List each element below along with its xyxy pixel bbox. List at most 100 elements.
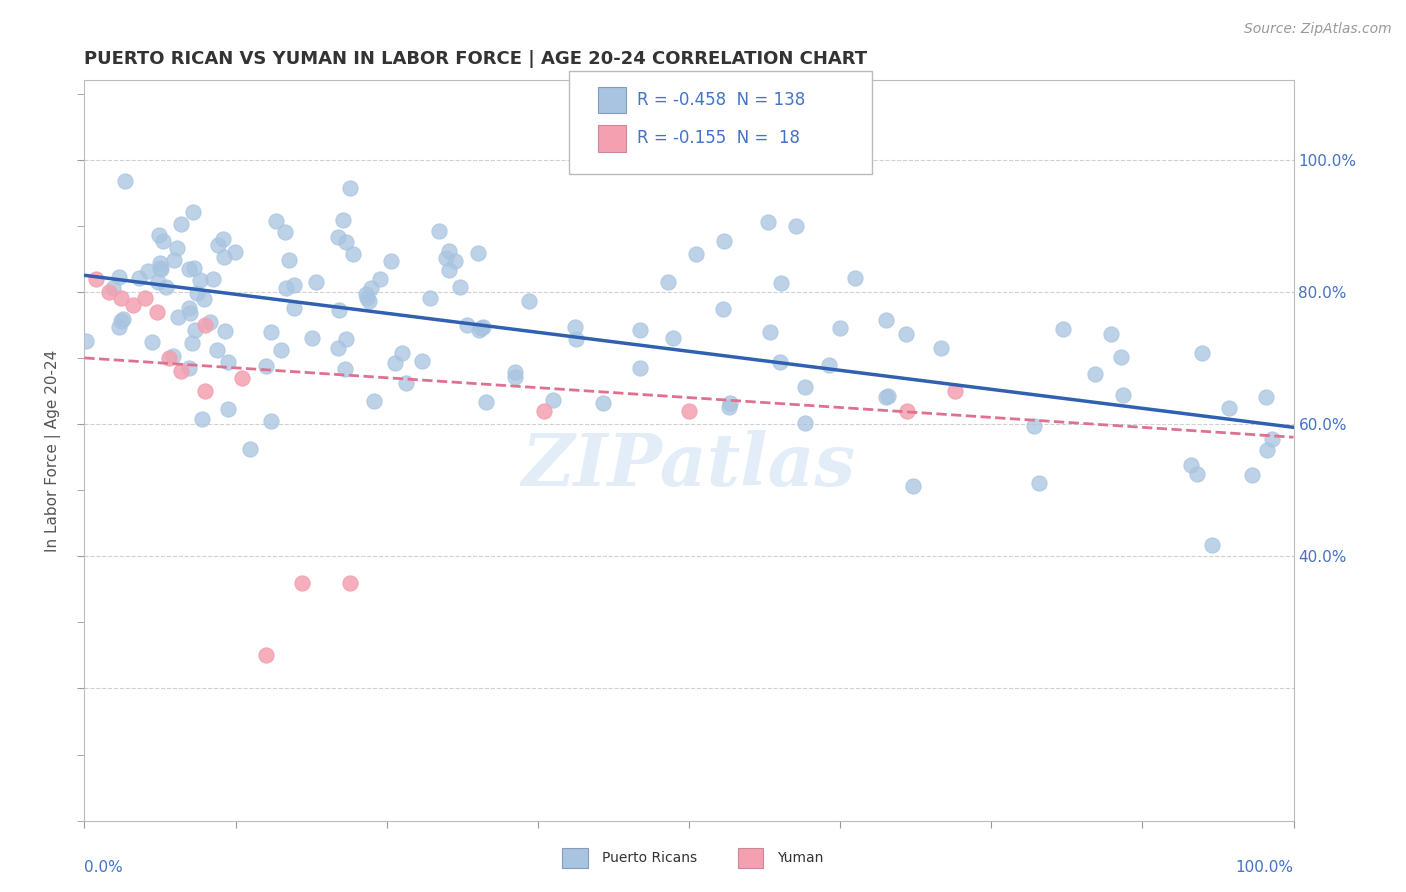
Point xyxy=(301,330,323,344)
Point xyxy=(475,395,498,409)
Point xyxy=(141,334,163,349)
Y-axis label: In Labor Force | Age 20-24: In Labor Force | Age 20-24 xyxy=(45,350,62,551)
Point xyxy=(443,254,465,268)
Point xyxy=(146,275,169,289)
Point xyxy=(264,214,287,228)
Point xyxy=(468,322,491,336)
Point xyxy=(718,401,741,415)
Point xyxy=(239,442,262,456)
Point xyxy=(628,323,651,337)
Point xyxy=(896,326,918,341)
Point xyxy=(134,292,156,306)
Point xyxy=(1099,327,1122,342)
Point xyxy=(533,404,555,418)
Point xyxy=(283,278,305,293)
Point xyxy=(711,301,734,316)
Point xyxy=(274,225,297,239)
Point xyxy=(391,346,413,360)
Point xyxy=(758,325,780,339)
Text: R = -0.458  N = 138: R = -0.458 N = 138 xyxy=(637,91,806,109)
Point xyxy=(335,333,357,347)
Point xyxy=(110,292,132,306)
Point xyxy=(155,280,177,294)
Point xyxy=(395,376,418,390)
Point xyxy=(756,215,779,229)
Point xyxy=(335,235,357,249)
Point xyxy=(354,287,377,301)
Point xyxy=(427,224,450,238)
Point xyxy=(270,343,292,357)
Point xyxy=(152,234,174,248)
Point xyxy=(205,343,228,357)
Point xyxy=(191,412,214,426)
Point xyxy=(1024,419,1046,434)
Point xyxy=(193,292,215,306)
Point xyxy=(149,260,172,275)
Point xyxy=(467,246,489,260)
Point xyxy=(844,271,866,285)
Point xyxy=(166,310,188,324)
Point xyxy=(291,575,314,590)
Point xyxy=(214,324,236,338)
Point xyxy=(1218,401,1240,416)
Point xyxy=(875,313,897,327)
Text: 100.0%: 100.0% xyxy=(1236,860,1294,874)
Point xyxy=(657,275,679,289)
Text: Yuman: Yuman xyxy=(778,851,824,865)
Point xyxy=(1109,350,1132,364)
Text: 0.0%: 0.0% xyxy=(84,860,124,874)
Point xyxy=(380,254,402,268)
Point xyxy=(1201,538,1223,552)
Point xyxy=(110,314,132,328)
Point xyxy=(108,270,131,285)
Point xyxy=(86,271,108,285)
Point xyxy=(183,260,205,275)
Point xyxy=(254,648,277,663)
Point xyxy=(179,261,201,276)
Point xyxy=(1256,442,1278,457)
Point xyxy=(785,219,807,233)
Point xyxy=(181,205,204,219)
Point xyxy=(769,277,792,291)
Point xyxy=(434,251,457,265)
Point xyxy=(157,351,180,365)
Point xyxy=(163,253,186,268)
Point xyxy=(456,318,478,332)
Point xyxy=(328,303,350,318)
Point xyxy=(1187,467,1209,481)
Text: R = -0.155  N =  18: R = -0.155 N = 18 xyxy=(637,129,800,147)
Point xyxy=(114,174,136,188)
Point xyxy=(1191,346,1213,360)
Point xyxy=(107,320,129,334)
Point xyxy=(217,401,239,416)
Point xyxy=(207,238,229,252)
Point xyxy=(112,311,135,326)
Point xyxy=(1254,390,1277,404)
Point xyxy=(166,241,188,255)
Point xyxy=(97,285,120,299)
Point xyxy=(183,323,205,337)
Point xyxy=(877,389,900,403)
Point xyxy=(828,320,851,334)
Point xyxy=(931,341,953,355)
Point xyxy=(363,393,385,408)
Point xyxy=(470,321,492,335)
Point xyxy=(360,281,382,295)
Point xyxy=(1052,322,1074,336)
Point xyxy=(136,263,159,277)
Point xyxy=(342,246,364,260)
Point xyxy=(339,575,361,590)
Point xyxy=(439,263,461,277)
Point xyxy=(231,370,253,384)
Point xyxy=(1111,388,1133,402)
Point xyxy=(162,349,184,363)
Text: Source: ZipAtlas.com: Source: ZipAtlas.com xyxy=(1244,22,1392,37)
Point xyxy=(769,355,792,369)
Point xyxy=(76,334,98,348)
Point xyxy=(517,294,540,309)
Point xyxy=(384,356,406,370)
Point xyxy=(1180,458,1202,472)
Point xyxy=(503,365,526,379)
Point xyxy=(661,331,683,345)
Point xyxy=(817,358,839,372)
